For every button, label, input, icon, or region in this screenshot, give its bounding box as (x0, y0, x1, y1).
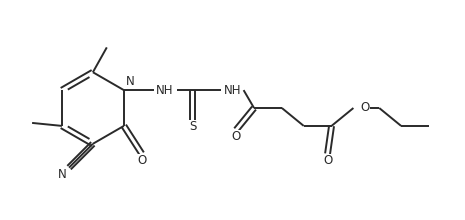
Text: O: O (137, 154, 146, 167)
Text: O: O (360, 101, 370, 114)
Text: N: N (126, 75, 134, 88)
Text: O: O (232, 130, 241, 143)
Text: NH: NH (223, 84, 241, 97)
Text: O: O (323, 154, 332, 167)
Text: N: N (58, 168, 66, 181)
Text: NH: NH (156, 84, 174, 97)
Text: S: S (189, 120, 197, 133)
